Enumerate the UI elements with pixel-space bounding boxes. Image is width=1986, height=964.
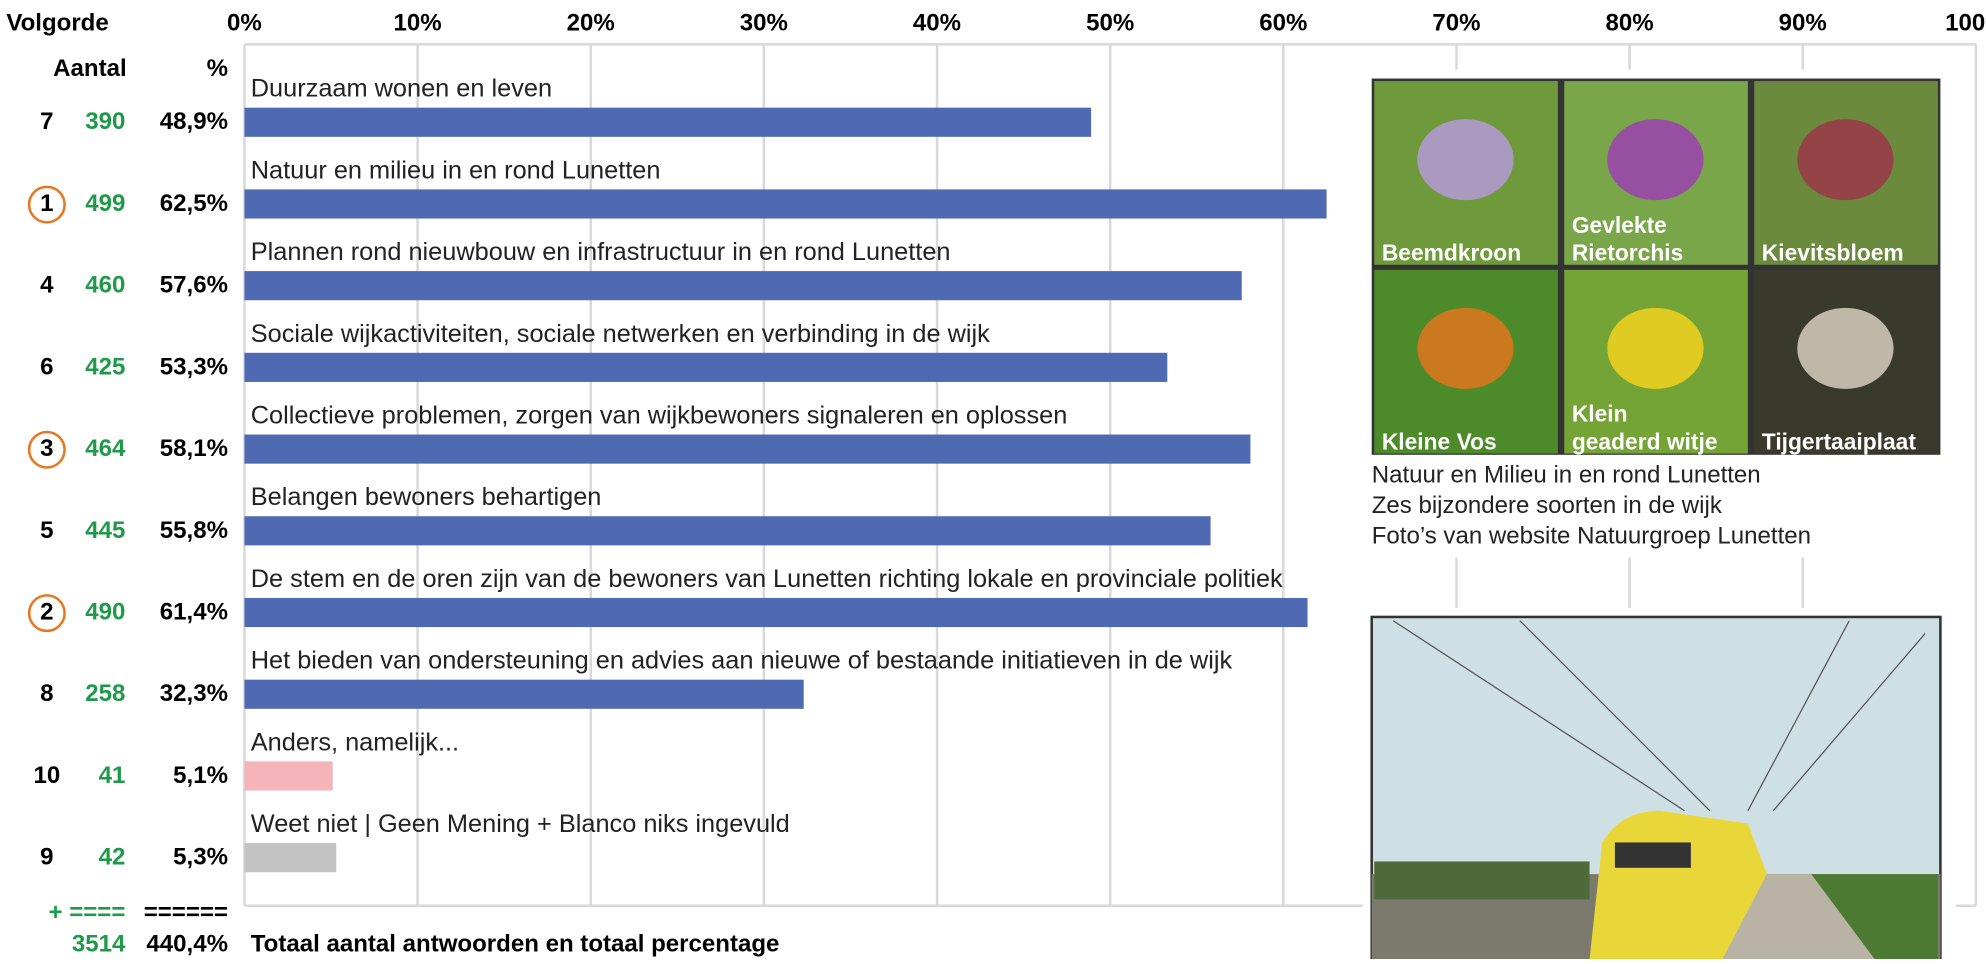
category-label: Collectieve problemen, zorgen van wijkbe… bbox=[251, 401, 1068, 429]
value-label: 58,1% bbox=[160, 435, 228, 462]
photo-caption: Foto’s van website Natuurgroep Lunetten bbox=[1372, 522, 1811, 549]
value-label: 5,1% bbox=[173, 762, 228, 789]
photo-label: geaderd witje bbox=[1572, 428, 1718, 454]
bar bbox=[244, 843, 336, 872]
header-percentage: % bbox=[207, 55, 228, 82]
x-tick-label: 70% bbox=[1432, 9, 1480, 36]
chart: Volgorde Aantal % 0% 10% 20% 30% 40% 50% 60% 70… bbox=[0, 0, 1986, 959]
x-tick-label: 90% bbox=[1779, 9, 1827, 36]
photo-subject bbox=[1797, 119, 1893, 200]
volgorde: 4 bbox=[40, 272, 54, 299]
aantal: 390 bbox=[85, 108, 125, 135]
x-tick-label: 30% bbox=[740, 9, 788, 36]
train-photo-window bbox=[1615, 842, 1691, 867]
category-label: Sociale wijkactiviteiten, sociale netwer… bbox=[251, 320, 990, 348]
total-aantal: 3514 bbox=[72, 930, 126, 957]
aantal: 499 bbox=[85, 190, 125, 217]
category-label: Belangen bewoners behartigen bbox=[251, 483, 602, 511]
volgorde: 1 bbox=[40, 190, 53, 217]
category-label: Anders, namelijk... bbox=[251, 728, 459, 756]
aantal: 41 bbox=[99, 762, 126, 789]
value-label: 32,3% bbox=[160, 680, 228, 707]
x-tick-label: 40% bbox=[913, 9, 961, 36]
volgorde: 7 bbox=[40, 108, 53, 135]
volgorde: 5 bbox=[40, 517, 53, 544]
bar bbox=[244, 435, 1250, 464]
category-label: Weet niet | Geen Mening + Blanco niks in… bbox=[251, 810, 790, 838]
separator-aantal: + ==== bbox=[48, 899, 125, 926]
page: Volgorde Aantal % 0% 10% 20% 30% 40% 50% 60% 70… bbox=[0, 0, 1986, 964]
volgorde: 3 bbox=[40, 435, 53, 462]
total-text: Totaal aantal antwoorden en totaal perce… bbox=[251, 930, 780, 957]
aantal: 490 bbox=[85, 599, 125, 626]
photo-subject bbox=[1417, 308, 1513, 389]
category-label: Duurzaam wonen en leven bbox=[251, 75, 552, 103]
bar bbox=[244, 189, 1326, 218]
aantal: 42 bbox=[99, 844, 126, 871]
value-label: 61,4% bbox=[160, 599, 228, 626]
aantal: 258 bbox=[85, 680, 125, 707]
aantal: 425 bbox=[85, 353, 125, 380]
photo-subject bbox=[1607, 308, 1703, 389]
photo-label: Gevlekte bbox=[1572, 212, 1667, 238]
x-tick-label: 100% bbox=[1945, 9, 1986, 36]
x-tick-label: 10% bbox=[394, 9, 442, 36]
value-label: 57,6% bbox=[160, 272, 228, 299]
header-aantal: Aantal bbox=[53, 55, 126, 82]
bar bbox=[244, 680, 803, 709]
photo-caption: Zes bijzondere soorten in de wijk bbox=[1372, 492, 1723, 519]
photo-label: Tijgertaaiplaat bbox=[1762, 428, 1917, 454]
bar bbox=[244, 516, 1210, 545]
x-tick-label: 20% bbox=[567, 9, 615, 36]
x-tick-label: 60% bbox=[1259, 9, 1307, 36]
x-tick-label: 80% bbox=[1606, 9, 1654, 36]
photo-subject bbox=[1417, 119, 1513, 200]
photo-caption: Natuur en Milieu in en rond Lunetten bbox=[1372, 462, 1761, 489]
total-percentage: 440,4% bbox=[146, 930, 228, 957]
photo-label: Kleine Vos bbox=[1382, 428, 1497, 454]
separator-percentage: ====== bbox=[144, 899, 228, 926]
bar bbox=[244, 108, 1091, 137]
bar bbox=[244, 761, 332, 790]
bar bbox=[244, 271, 1241, 300]
x-tick-label: 50% bbox=[1086, 9, 1134, 36]
bar bbox=[244, 598, 1307, 627]
photo-label: Klein bbox=[1572, 401, 1628, 427]
photo-label: Rietorchis bbox=[1572, 240, 1683, 266]
photo-subject bbox=[1607, 119, 1703, 200]
photo-label: Beemdkroon bbox=[1382, 240, 1521, 266]
volgorde: 10 bbox=[33, 762, 60, 789]
value-label: 48,9% bbox=[160, 108, 228, 135]
volgorde: 6 bbox=[40, 353, 53, 380]
aantal: 464 bbox=[85, 435, 126, 462]
bar bbox=[244, 353, 1167, 382]
volgorde: 8 bbox=[40, 680, 53, 707]
header-volgorde: Volgorde bbox=[6, 9, 108, 36]
photo-subject bbox=[1797, 308, 1893, 389]
value-label: 5,3% bbox=[173, 844, 228, 871]
aantal: 460 bbox=[85, 272, 125, 299]
category-label: Het bieden van ondersteuning en advies a… bbox=[251, 647, 1233, 675]
aantal: 445 bbox=[85, 517, 125, 544]
category-label: De stem en de oren zijn van de bewoners … bbox=[251, 565, 1283, 593]
train-photo-hedge bbox=[1374, 861, 1589, 899]
value-label: 62,5% bbox=[160, 190, 228, 217]
category-label: Plannen rond nieuwbouw en infrastructuur… bbox=[251, 238, 951, 266]
volgorde: 2 bbox=[40, 599, 53, 626]
value-label: 55,8% bbox=[160, 517, 228, 544]
x-tick-label: 0% bbox=[227, 9, 262, 36]
photo-label: Kievitsbloem bbox=[1762, 240, 1904, 266]
volgorde: 9 bbox=[40, 844, 53, 871]
value-label: 53,3% bbox=[160, 353, 228, 380]
category-label: Natuur en milieu in en rond Lunetten bbox=[251, 156, 661, 184]
